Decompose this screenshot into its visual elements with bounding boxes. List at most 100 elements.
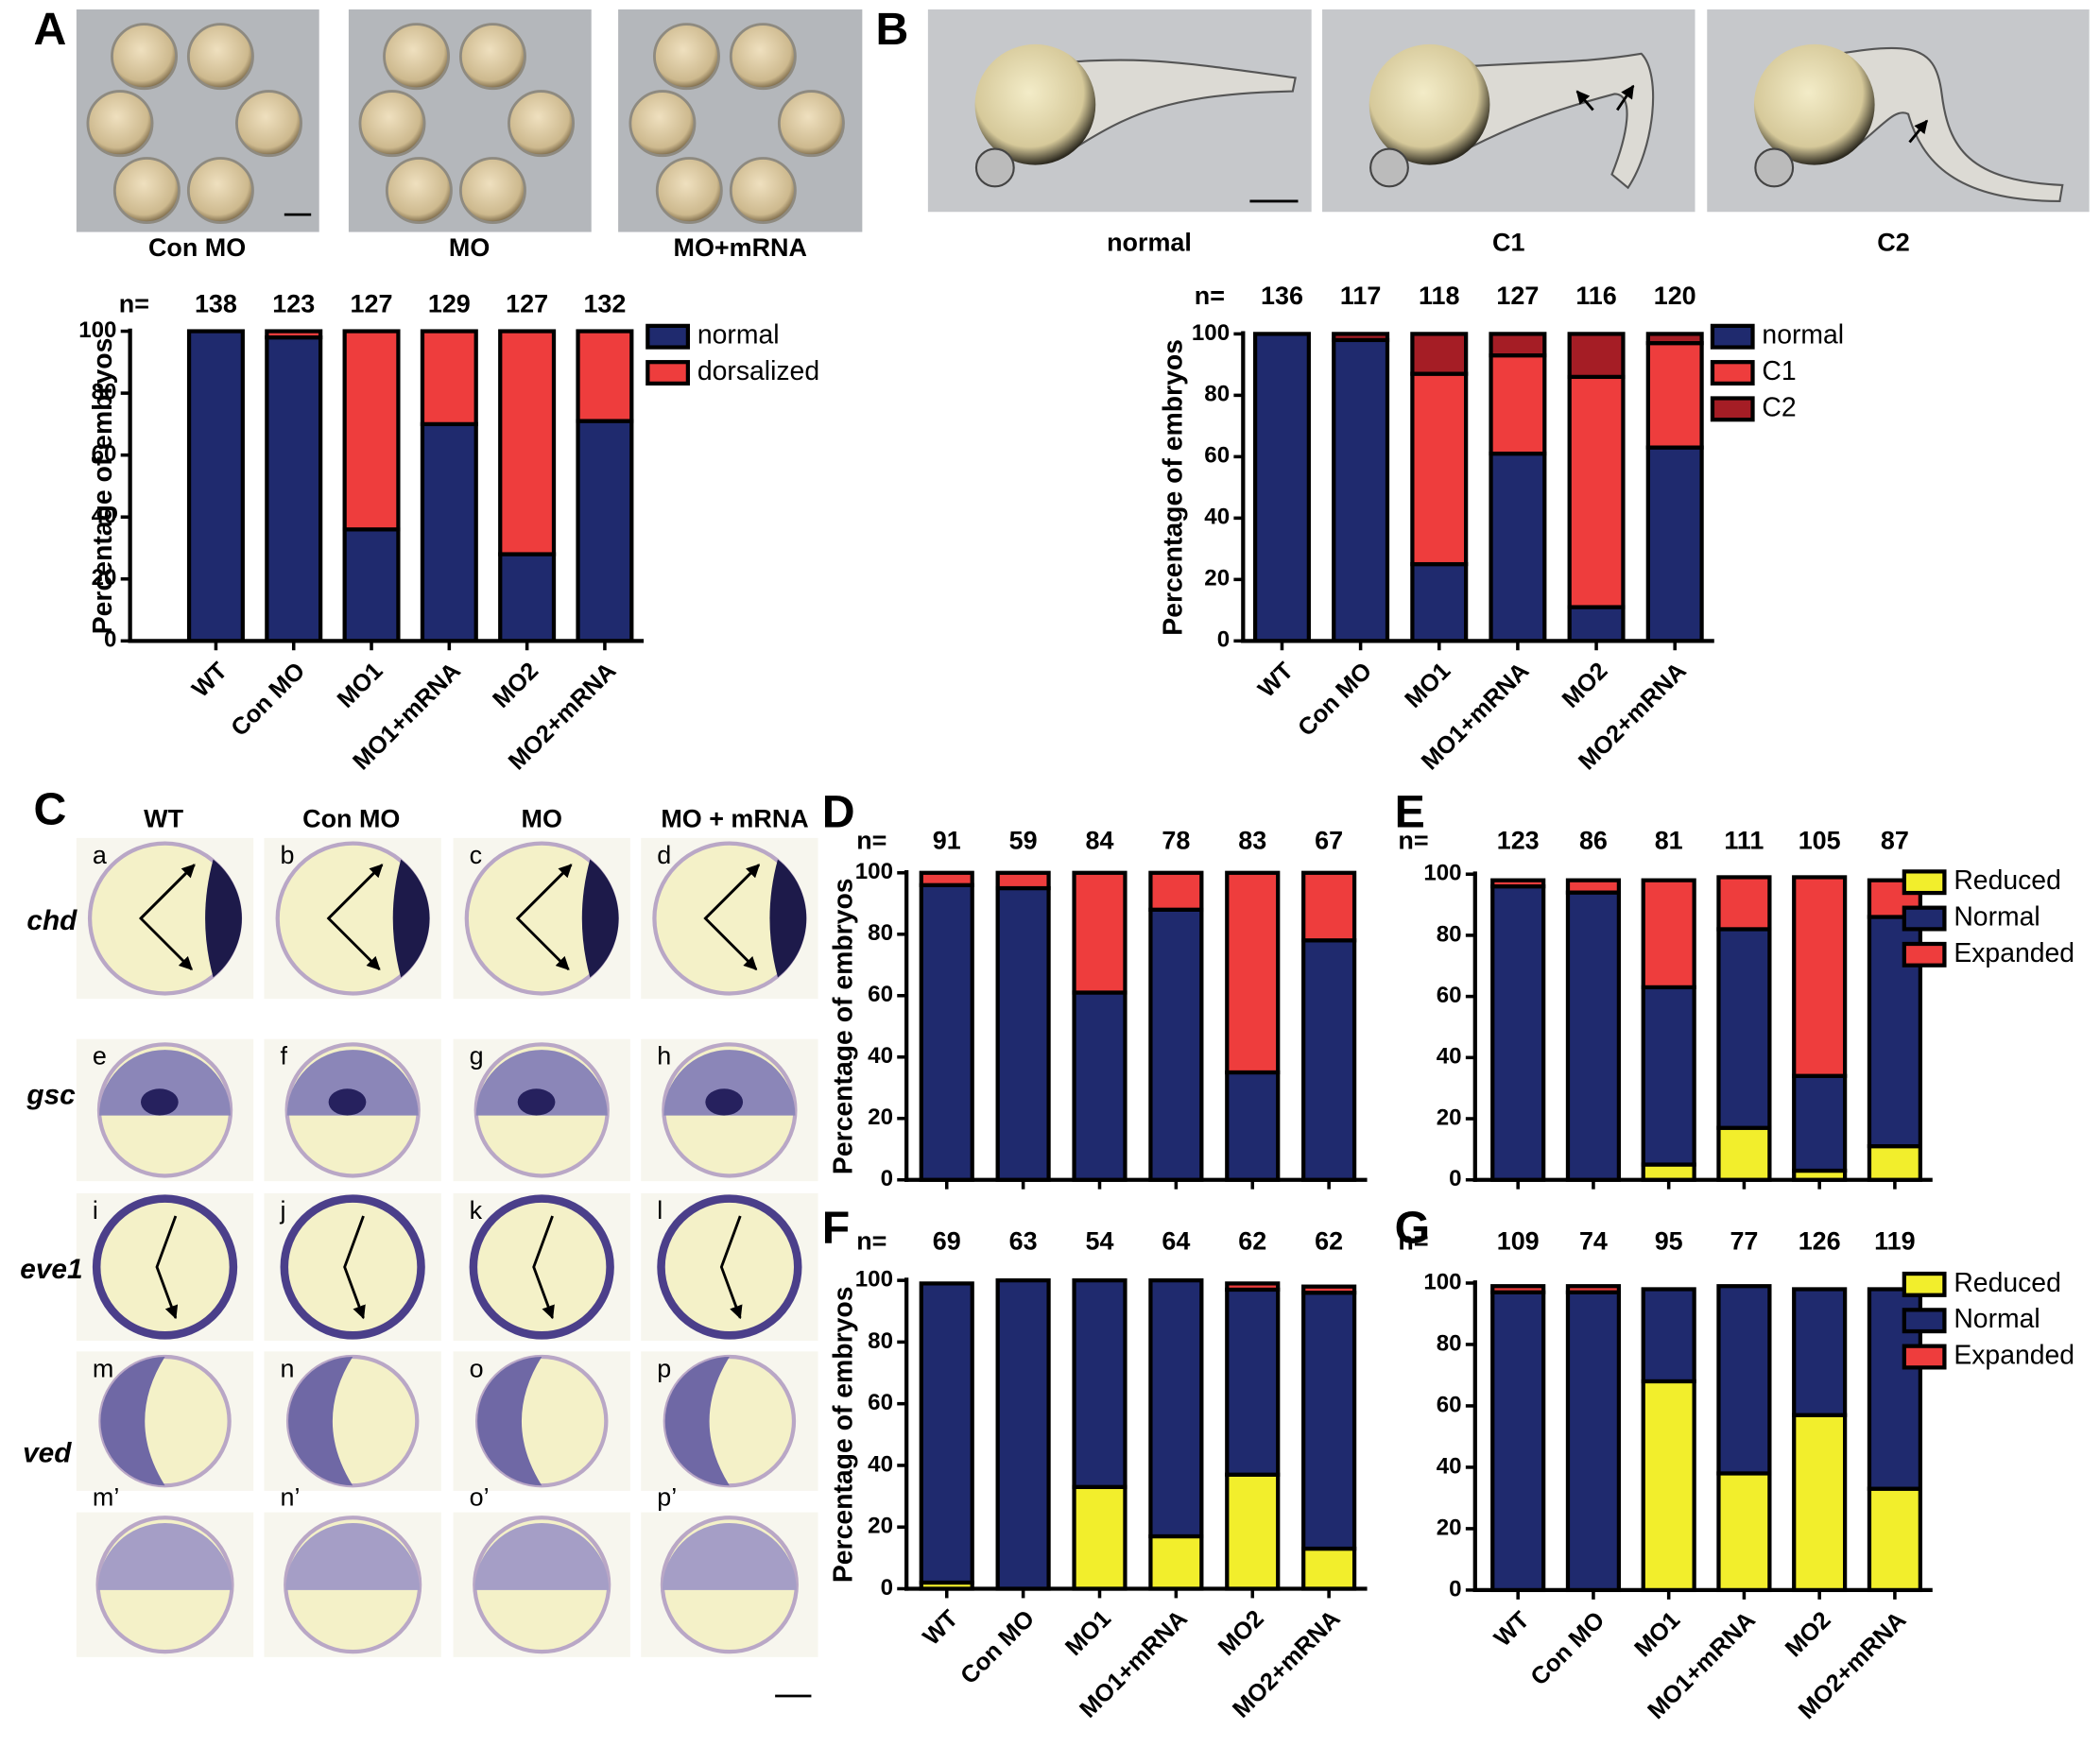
legend-label: dorsalized (697, 356, 819, 386)
bar-segment (1301, 870, 1357, 943)
n-value: 138 (195, 290, 237, 318)
bar-segment (1567, 374, 1626, 609)
bar-segment (1641, 985, 1696, 1167)
sub-label: f (281, 1042, 288, 1070)
legend-swatch (1710, 396, 1755, 422)
n-value: 117 (1340, 282, 1381, 310)
caption: Con MO (148, 233, 246, 262)
y-tick-label: 100 (1423, 861, 1461, 886)
n-value: 123 (272, 290, 315, 318)
legend-swatch (1902, 869, 1947, 896)
bar-segment (342, 329, 401, 532)
bar-segment (1867, 1144, 1922, 1182)
y-tick-label: 0 (881, 1166, 893, 1191)
x-tick-label: WT (918, 1605, 963, 1651)
n-value: 87 (1881, 826, 1909, 854)
bar-segment (1567, 605, 1626, 643)
stain (475, 1050, 608, 1116)
arrow (516, 864, 573, 920)
n-value: 127 (506, 290, 548, 318)
n-value: 74 (1579, 1227, 1608, 1256)
bar-segment (919, 1281, 974, 1585)
legend-swatch (1902, 1271, 1947, 1297)
sub-label: j (280, 1196, 286, 1225)
embryo (235, 90, 302, 158)
n-value: 123 (1497, 826, 1540, 854)
arrow (719, 1215, 743, 1320)
n-value: 83 (1238, 826, 1266, 854)
bar-segment (1867, 1486, 1922, 1593)
embryo (655, 157, 723, 225)
caption: C2 (1877, 228, 1909, 256)
stain (100, 1357, 165, 1486)
caption: C1 (1492, 228, 1524, 256)
sub-label: n’ (281, 1483, 301, 1512)
x-tick-label: Con MO (1525, 1606, 1609, 1690)
bar-segment (1489, 353, 1547, 456)
panel-label: A (33, 4, 66, 55)
bar-segment (498, 552, 557, 643)
gene-label: ved (23, 1437, 72, 1468)
bar-segment (1252, 332, 1311, 643)
bar-segment (1332, 332, 1390, 343)
embryo (458, 157, 526, 225)
stain (474, 1522, 610, 1590)
bar-segment (265, 329, 323, 340)
y-tick-label: 20 (1437, 1105, 1462, 1130)
bar-segment (186, 329, 245, 643)
x-tick-label: MO1 (1060, 1605, 1116, 1661)
y-tick-label: 60 (92, 441, 117, 467)
arrow (704, 864, 761, 920)
bar-segment (1645, 445, 1704, 643)
y-tick-label: 40 (92, 504, 117, 529)
y-tick-label: 0 (1449, 1576, 1461, 1601)
bar-segment (919, 870, 974, 887)
bar-segment (1490, 884, 1546, 1182)
embryo (186, 157, 254, 225)
y-tick-label: 0 (1217, 627, 1230, 653)
n-value: 116 (1575, 282, 1616, 310)
legend-label: Expanded (1954, 938, 2074, 968)
sub-label: e (93, 1042, 107, 1070)
y-tick-label: 20 (868, 1514, 893, 1539)
bar-segment (1072, 1484, 1127, 1591)
bar-segment (1489, 332, 1547, 358)
x-tick-label: MO2 (1781, 1606, 1836, 1662)
stain (288, 1357, 353, 1486)
panel-label: F (822, 1202, 850, 1253)
sub-label: h (657, 1042, 671, 1070)
arrow (1575, 90, 1594, 111)
bar-segment (1792, 875, 1848, 1078)
embryo (383, 23, 451, 91)
n-value: 54 (1086, 1227, 1114, 1256)
n-value: 136 (1261, 282, 1303, 310)
x-tick-label: WT (1489, 1606, 1535, 1652)
bar-segment (420, 421, 478, 643)
n-value: 118 (1419, 282, 1459, 310)
bar-segment (1792, 1413, 1848, 1593)
photo-panels (76, 9, 2090, 1698)
embryo (112, 157, 181, 225)
n-prefix: n= (1398, 826, 1428, 854)
legend-label: Reduced (1954, 865, 2061, 896)
bar-segment (1301, 1291, 1357, 1551)
column-header: WT (144, 805, 183, 833)
n-value: 64 (1162, 1227, 1190, 1256)
n-value: 119 (1874, 1227, 1915, 1256)
legend-label: Expanded (1954, 1341, 2074, 1371)
bar-segment (995, 885, 1051, 1182)
sub-label: c (470, 841, 482, 869)
x-tick-label: MO1 (333, 658, 388, 713)
sub-label: b (281, 841, 295, 869)
sub-label: i (93, 1196, 98, 1225)
gene-label: chd (26, 905, 77, 936)
bar-segment (1565, 1284, 1622, 1294)
bar-segment (1148, 870, 1204, 912)
y-tick-label: 80 (1437, 921, 1462, 947)
caption: MO (449, 233, 490, 262)
y-tick-label: 40 (1204, 505, 1230, 530)
stain (98, 1050, 232, 1116)
bar-segment (498, 329, 557, 557)
bar-segment (576, 329, 634, 423)
x-tick-label: MO2 (1558, 658, 1613, 713)
